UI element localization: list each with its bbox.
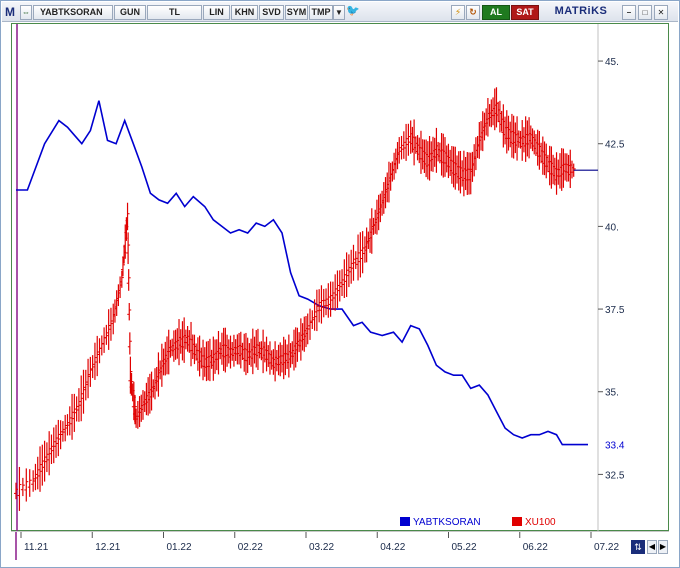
y-tick-label: 35. (605, 388, 619, 399)
legend-swatch (512, 517, 522, 526)
period-button[interactable]: GUN (114, 5, 146, 20)
buy-button[interactable]: AL (482, 5, 510, 20)
twitter-bird-icon[interactable]: 🐦 (346, 5, 360, 17)
x-tick-label: 04.22 (380, 542, 405, 553)
app-logo: M (5, 5, 15, 19)
legend-swatch (400, 517, 410, 526)
refresh-icon[interactable]: ↻ (466, 5, 480, 20)
y-tick-label: 40. (605, 222, 619, 233)
svd-button[interactable]: SVD (259, 5, 284, 20)
sym-button[interactable]: SYM (285, 5, 308, 20)
scroll-right-icon[interactable]: ▶ (658, 540, 668, 554)
minimize-icon[interactable]: – (622, 5, 636, 20)
brand-logo: MATRiKS (554, 5, 608, 17)
y-tick-label: 45. (605, 57, 619, 68)
scale-button[interactable]: LIN (203, 5, 230, 20)
expand-arrows-icon[interactable]: ⇔ (20, 5, 32, 20)
legend-label: YABTKSORAN (413, 517, 481, 528)
x-tick-label: 03.22 (309, 542, 334, 553)
x-tick-label: 12.21 (95, 542, 120, 553)
last-value-label: 33.4 (605, 441, 625, 452)
y-tick-label: 42.5 (605, 140, 625, 151)
x-tick-label: 02.22 (238, 542, 263, 553)
scroll-left-icon[interactable]: ◀ (647, 540, 657, 554)
series-line-yabtksoran (16, 100, 588, 446)
sync-icon[interactable]: ⇅ (631, 540, 645, 554)
currency-button[interactable]: TL (147, 5, 202, 20)
x-axis-strip: 11.21 12.21 01.22 02.22 03.22 04.22 05.22 06.22… (11, 531, 669, 560)
khn-button[interactable]: KHN (231, 5, 258, 20)
chart-toolbar: M ⇔ YABTKSORAN GUN TL LIN KHN SVD SYM TM… (2, 2, 678, 22)
x-tick-label: 06.22 (523, 542, 548, 553)
sell-button[interactable]: SAT (511, 5, 539, 20)
series-bars-xu100 (14, 87, 576, 511)
x-tick-label: 11.21 (24, 542, 49, 553)
y-tick-label: 37.5 (605, 305, 625, 316)
tmp-button[interactable]: TMP (309, 5, 333, 20)
maximize-icon[interactable]: □ (638, 5, 652, 20)
close-icon[interactable]: ✕ (654, 5, 668, 20)
y-tick-label: 32.5 (605, 470, 625, 481)
legend-label: XU100 (525, 517, 556, 528)
chart-plot-area[interactable]: 45. 42.5 40. 37.5 35. 32.5 33.4 YABTKSORAN XU100 (11, 23, 670, 532)
x-tick-label: 01.22 (167, 542, 192, 553)
price-chart[interactable]: 45. 42.5 40. 37.5 35. 32.5 33.4 YABTKSORAN XU100 (12, 24, 670, 532)
lightning-icon[interactable]: ⚡ (451, 5, 465, 20)
x-tick-label: 07.22 (594, 542, 619, 553)
x-axis: 11.21 12.21 01.22 02.22 03.22 04.22 05.22 06.22… (15, 532, 619, 560)
symbol-selector[interactable]: YABTKSORAN (33, 5, 113, 20)
dropdown-chevron-icon[interactable]: ▼ (333, 5, 345, 20)
x-tick-label: 05.22 (452, 542, 477, 553)
